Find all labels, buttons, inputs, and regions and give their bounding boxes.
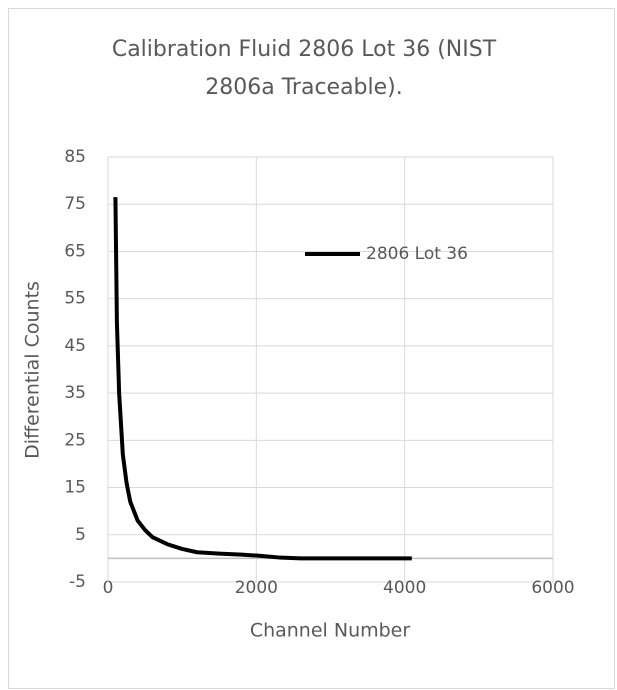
chart-frame <box>8 8 615 689</box>
y-axis-label: Differential Counts <box>22 281 44 459</box>
y-tick-label: 35 <box>64 383 86 403</box>
chart-title: 2806a Traceable). <box>205 75 403 100</box>
y-tick-label: -5 <box>69 572 86 592</box>
x-axis-label: Channel Number <box>250 620 411 642</box>
x-tick-label: 2000 <box>235 578 278 598</box>
y-tick-label: 5 <box>75 525 86 545</box>
y-tick-label: 45 <box>64 336 86 356</box>
y-tick-label: 55 <box>64 289 86 309</box>
x-tick-label: 0 <box>103 578 114 598</box>
y-tick-label: 75 <box>64 194 86 214</box>
y-tick-label: 25 <box>64 430 86 450</box>
y-tick-label: 65 <box>64 241 86 261</box>
x-tick-label: 6000 <box>531 578 574 598</box>
x-tick-label: 4000 <box>383 578 426 598</box>
legend-label: 2806 Lot 36 <box>366 244 468 264</box>
y-tick-label: 15 <box>64 478 86 498</box>
chart-title: Calibration Fluid 2806 Lot 36 (NIST <box>112 37 497 62</box>
data-line <box>113 197 412 561</box>
y-tick-label: 85 <box>64 147 86 167</box>
